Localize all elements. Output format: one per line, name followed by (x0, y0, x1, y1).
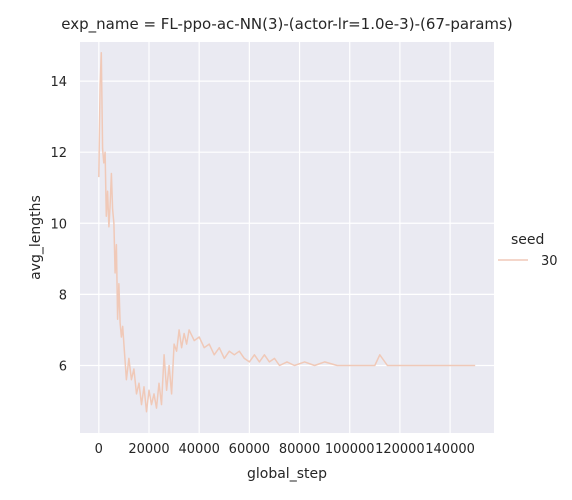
chart-title: exp_name = FL-ppo-ac-NN(3)-(actor-lr=1.0… (61, 15, 512, 34)
x-tick-label: 140000 (425, 442, 475, 457)
x-tick-label: 80000 (279, 442, 320, 457)
x-tick-label: 20000 (128, 442, 169, 457)
y-axis-label: avg_lengths (28, 195, 44, 280)
y-tick-label: 8 (59, 288, 67, 303)
y-tick-label: 10 (50, 217, 67, 232)
series-line-30 (98, 51, 476, 413)
plot-area (80, 42, 494, 433)
y-tick-labels: 6 8 10 12 14 (50, 75, 67, 374)
x-tick-label: 0 (95, 442, 103, 457)
legend-label-30: 30 (541, 254, 558, 269)
x-tick-label: 100000 (325, 442, 375, 457)
x-tick-label: 60000 (229, 442, 270, 457)
x-axis-label: global_step (247, 466, 327, 482)
series-lines (98, 51, 476, 413)
x-tick-label: 120000 (375, 442, 425, 457)
legend: seed 30 (498, 232, 558, 269)
x-tick-labels: 0 20000 40000 60000 80000 100000 120000 140000 (95, 442, 475, 457)
y-tick-label: 12 (50, 146, 67, 161)
grid-lines (80, 42, 494, 433)
legend-title: seed (511, 232, 544, 248)
x-tick-label: 40000 (179, 442, 220, 457)
y-tick-label: 14 (50, 75, 67, 90)
y-tick-label: 6 (59, 359, 67, 374)
